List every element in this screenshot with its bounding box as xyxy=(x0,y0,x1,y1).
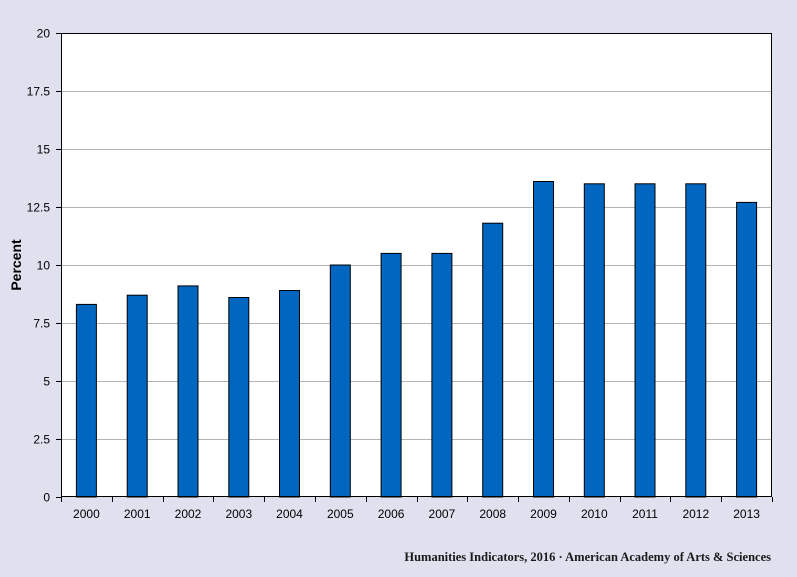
y-tick-label: 0 xyxy=(43,491,50,505)
x-tick-label: 2007 xyxy=(429,507,456,521)
x-tick-label: 2003 xyxy=(225,507,252,521)
x-tick-label: 2001 xyxy=(124,507,151,521)
bar-2004 xyxy=(279,290,300,498)
bar-2001 xyxy=(126,294,148,498)
x-tick-label: 2013 xyxy=(733,507,760,521)
bar-2013 xyxy=(736,201,758,498)
y-tick-label: 17.5 xyxy=(27,85,51,99)
y-axis-title: Percent xyxy=(8,239,24,291)
x-tick-label: 2005 xyxy=(327,507,354,521)
bar-2008 xyxy=(482,222,504,498)
x-tick-label: 2002 xyxy=(175,507,202,521)
y-tick-label: 12.5 xyxy=(27,201,51,215)
x-tick-label: 2009 xyxy=(530,507,557,521)
x-tick-label: 2012 xyxy=(682,507,709,521)
bar-2011 xyxy=(634,183,656,498)
y-tick-label: 10 xyxy=(37,259,51,273)
bar-2009 xyxy=(533,181,554,498)
x-tick-label: 2004 xyxy=(276,507,303,521)
bar-2006 xyxy=(380,252,402,498)
bar-2012 xyxy=(685,183,707,498)
attribution-text: Humanities Indicators, 2016 · American A… xyxy=(404,550,771,564)
x-tick-label: 2006 xyxy=(378,507,405,521)
bar-2000 xyxy=(75,303,97,498)
y-tick-label: 15 xyxy=(37,143,51,157)
plot-border xyxy=(61,33,772,497)
bar-2007 xyxy=(431,252,453,498)
x-tick-label: 2011 xyxy=(632,507,658,521)
x-tick-label: 2010 xyxy=(581,507,608,521)
y-axis-ticks: 0 2.5 5 7.5 10 12.5 15 17.5 20 xyxy=(27,27,61,505)
y-tick-label: 2.5 xyxy=(33,433,50,447)
y-tick-label: 5 xyxy=(43,375,50,389)
bar-2002 xyxy=(177,285,199,498)
x-tick-label: 2000 xyxy=(73,507,100,521)
bar-2003 xyxy=(228,297,250,498)
bar-2005 xyxy=(329,264,351,498)
bar-2010 xyxy=(583,183,605,498)
axes xyxy=(61,33,772,497)
y-tick-label: 7.5 xyxy=(33,317,50,331)
x-tick-label: 2008 xyxy=(479,507,506,521)
x-axis-ticks: 2000 2001 2002 2003 2004 2005 2006 2007 2008 2009… xyxy=(61,497,773,521)
y-tick-label: 20 xyxy=(37,27,51,41)
